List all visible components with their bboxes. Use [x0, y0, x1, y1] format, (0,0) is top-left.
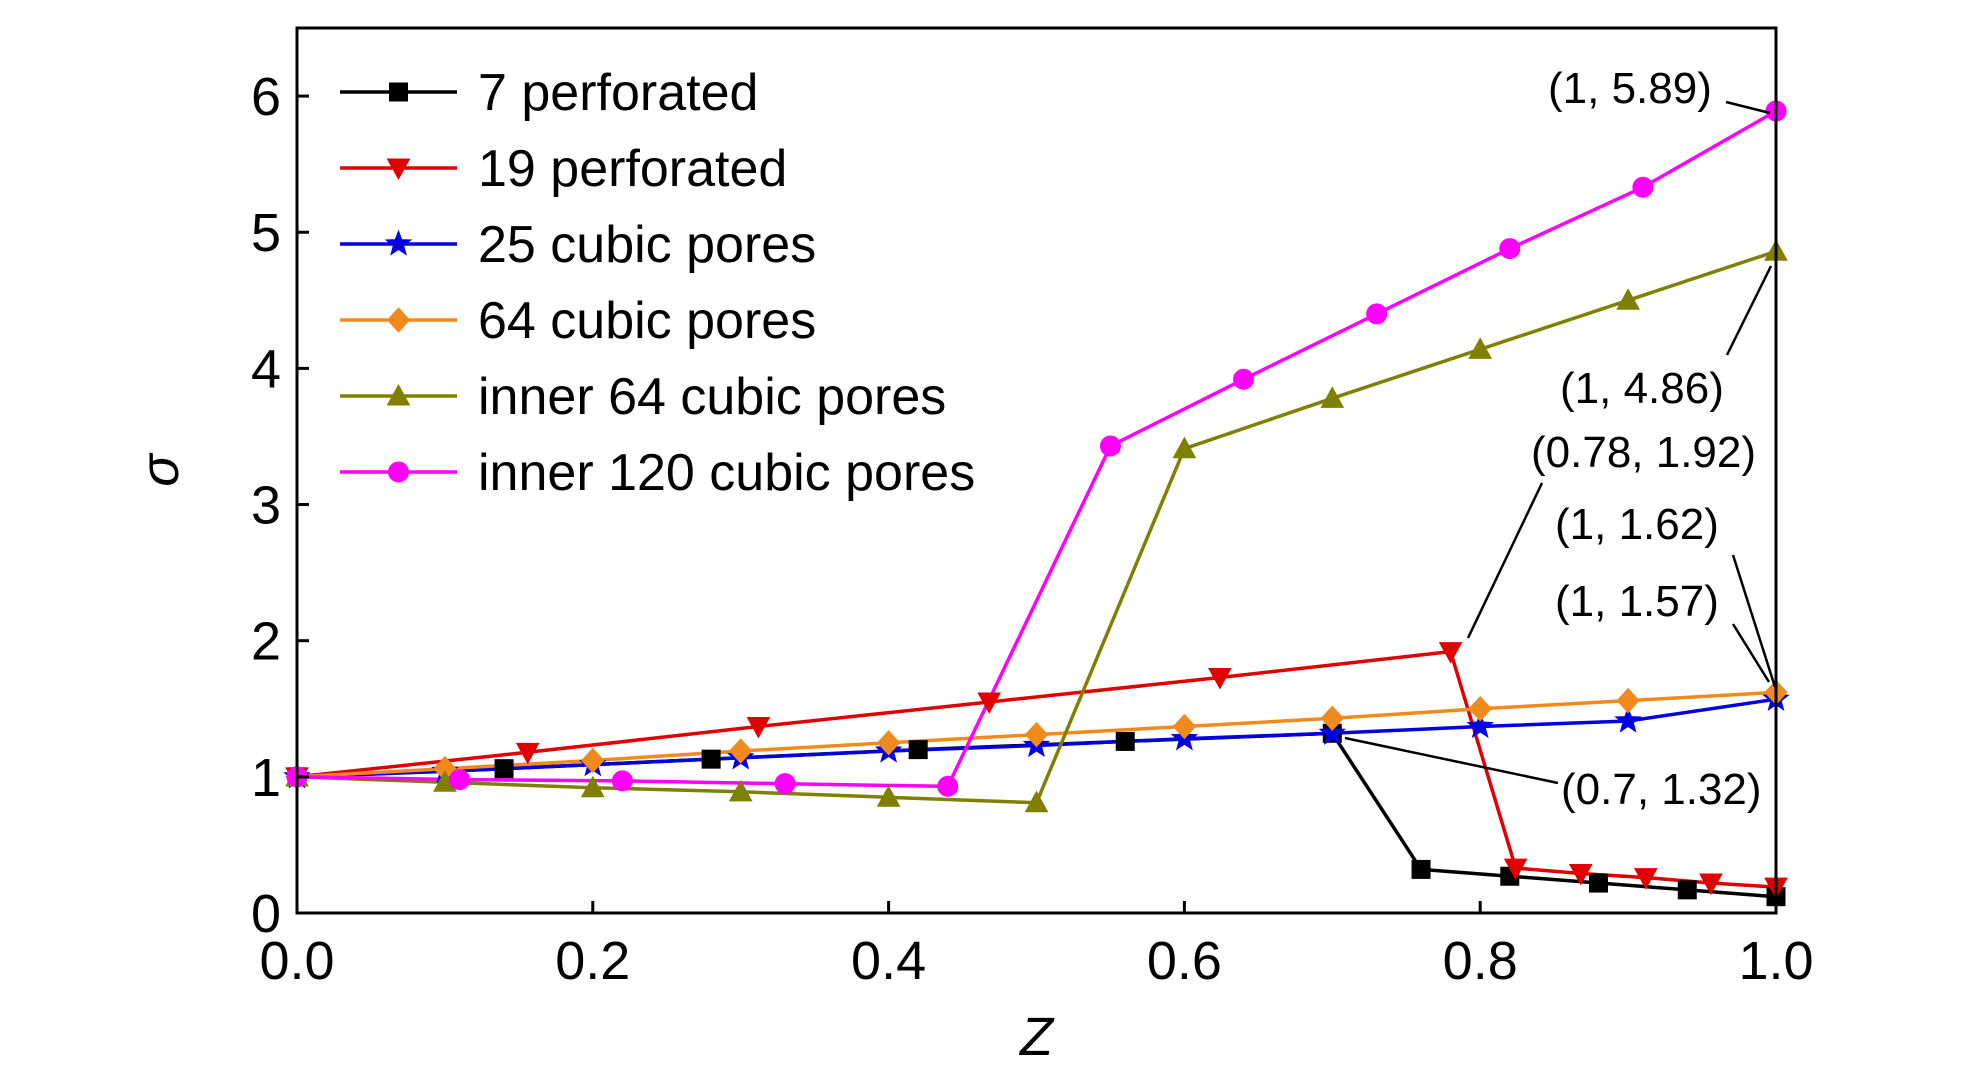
data-point-7-perforated: [1115, 731, 1135, 751]
data-point-19-perforated: [1634, 868, 1658, 890]
data-point-inner-120-cubic-pores: [1366, 303, 1388, 325]
data-point-inner-64-cubic-pores: [580, 775, 605, 798]
data-point-inner-64-cubic-pores: [1320, 386, 1345, 408]
data-point-64-cubic-pores: [1468, 696, 1492, 722]
y-tick-label: 5: [251, 203, 281, 263]
x-tick-label: 1.0: [1738, 931, 1813, 991]
data-point-inner-64-cubic-pores: [1468, 337, 1493, 359]
annotation-label: (1, 4.86): [1560, 364, 1724, 413]
data-point-7-perforated: [701, 749, 721, 769]
x-tick-label: 0.8: [1443, 931, 1518, 991]
data-point-64-cubic-pores: [876, 730, 901, 756]
data-point-inner-120-cubic-pores: [1233, 368, 1255, 390]
data-point-19-perforated: [1568, 864, 1593, 886]
y-tick-label: 3: [251, 476, 281, 536]
data-point-7-perforated: [1677, 880, 1697, 900]
data-point-64-cubic-pores: [1172, 713, 1197, 740]
y-tick-label: 6: [251, 67, 281, 127]
x-tick-label: 0.0: [259, 931, 334, 991]
data-point-7-perforated: [1589, 873, 1609, 893]
legend-marker-19-perforated: [386, 158, 411, 181]
annotation-label: (0.78, 1.92): [1531, 428, 1756, 477]
data-point-inner-64-cubic-pores: [1024, 790, 1049, 813]
x-tick-label: 0.2: [555, 931, 630, 991]
x-tick-label: 0.6: [1147, 931, 1222, 991]
annotation-leader-line: [1731, 623, 1771, 683]
data-point-inner-64-cubic-pores: [876, 785, 901, 807]
annotation-label: (0.7, 1.32): [1561, 765, 1762, 814]
data-point-inner-64-cubic-pores: [1616, 288, 1640, 310]
legend: 7 perforated 19 perforated 25 cubic pores 6…: [340, 64, 975, 502]
annotation-leader-line: [1725, 100, 1771, 115]
y-tick-label: 4: [251, 339, 281, 399]
data-point-7-perforated: [494, 759, 514, 779]
data-point-inner-120-cubic-pores: [449, 769, 471, 791]
data-point-64-cubic-pores: [1024, 721, 1049, 748]
annotation-leader-line: [1731, 554, 1777, 688]
data-point-25-cubic-pores: [1318, 718, 1347, 745]
y-tick-label: 0: [251, 884, 281, 944]
legend-marker-inner-120-cubic-pores: [388, 461, 409, 483]
annotation-leader-line: [1344, 736, 1559, 785]
data-point-inner-64-cubic-pores: [1172, 436, 1197, 459]
data-point-inner-120-cubic-pores: [1099, 435, 1121, 457]
legend-label-64-cubic-pores: 64 cubic pores: [478, 292, 816, 350]
data-point-64-cubic-pores: [581, 747, 605, 774]
data-point-19-perforated: [515, 742, 540, 765]
data-point-64-cubic-pores: [729, 738, 753, 764]
data-point-inner-64-cubic-pores: [728, 779, 753, 802]
data-point-19-perforated: [1503, 858, 1528, 881]
legend-label-inner-64-cubic-pores: inner 64 cubic pores: [478, 368, 946, 426]
legend-marker-7-perforated: [389, 82, 408, 102]
annotation-leader-line: [1466, 482, 1544, 639]
data-point-7-perforated: [908, 740, 928, 760]
x-tick-label: 0.4: [851, 931, 926, 991]
legend-marker-64-cubic-pores: [386, 307, 411, 333]
legend-label-inner-120-cubic-pores: inner 120 cubic pores: [478, 444, 975, 502]
data-point-7-perforated: [1411, 859, 1431, 879]
data-point-inner-120-cubic-pores: [611, 770, 633, 792]
data-point-inner-120-cubic-pores: [1632, 176, 1654, 198]
annotation-label: (1, 1.57): [1555, 577, 1719, 626]
legend-marker-25-cubic-pores: [384, 229, 413, 256]
data-point-19-perforated: [977, 692, 1002, 714]
data-point-19-perforated: [746, 716, 771, 739]
y-tick-label: 1: [251, 748, 281, 808]
legend-label-19-perforated: 19 perforated: [478, 140, 787, 198]
data-point-64-cubic-pores: [1320, 705, 1344, 732]
data-point-inner-120-cubic-pores: [937, 775, 959, 797]
annotation-label: (1, 5.89): [1548, 64, 1712, 113]
legend-label-25-cubic-pores: 25 cubic pores: [478, 216, 816, 274]
legend-label-7-perforated: 7 perforated: [478, 64, 758, 122]
y-axis-title: σ: [130, 452, 190, 487]
data-point-25-cubic-pores: [1614, 706, 1642, 733]
data-point-inner-120-cubic-pores: [774, 773, 796, 795]
legend-marker-inner-64-cubic-pores: [386, 383, 411, 406]
x-axis-title: Z: [1018, 1007, 1055, 1063]
data-point-19-perforated: [1438, 642, 1463, 664]
annotation-label: (1, 1.62): [1555, 500, 1719, 549]
data-point-inner-120-cubic-pores: [1499, 238, 1521, 260]
plot-frame: [295, 26, 1778, 915]
data-point-25-cubic-pores: [1466, 712, 1494, 739]
data-point-19-perforated: [1208, 667, 1232, 690]
y-tick-label: 2: [251, 612, 281, 672]
data-point-64-cubic-pores: [1616, 687, 1640, 714]
data-point-19-perforated: [1699, 873, 1723, 896]
annotation-leader-line: [1725, 265, 1773, 356]
